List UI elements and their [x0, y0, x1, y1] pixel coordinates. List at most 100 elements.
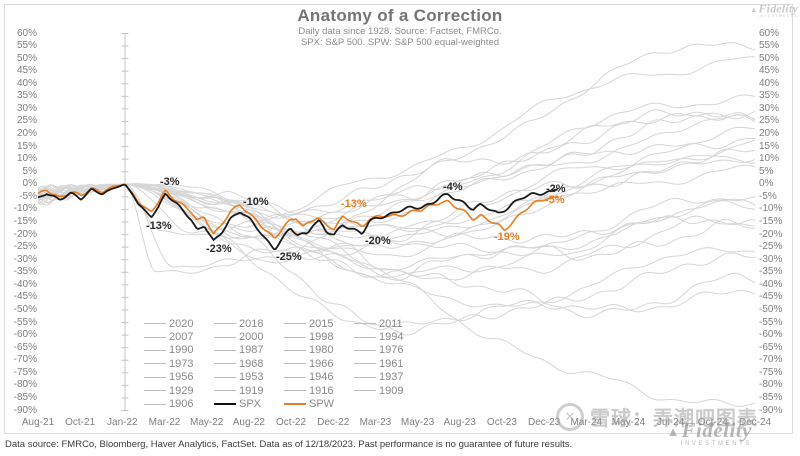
series-1919-line	[37, 183, 756, 271]
legend-item-2020: 2020	[144, 318, 214, 330]
x-tick-label: Oct-24	[697, 417, 728, 428]
series-2020-line	[37, 42, 756, 268]
drawdown-annotation: -4%	[443, 181, 463, 193]
legend-item-1916: 1916	[284, 385, 354, 397]
legend-swatch-spw	[284, 403, 306, 406]
y-tick-label: 55%	[759, 40, 780, 52]
legend-label: 2011	[379, 317, 403, 330]
y-tick-label: 10%	[759, 153, 780, 165]
series-1998-line	[37, 56, 756, 236]
legend-label: 1946	[309, 371, 334, 384]
y-tick-label: -85%	[13, 391, 37, 403]
y-tick-label: -45%	[13, 291, 37, 303]
y-tick-label: 0%	[22, 178, 37, 190]
x-tick-label: Dec-23	[527, 417, 561, 428]
legend-item-1929: 1929	[144, 385, 214, 397]
x-tick-label: Mar-22	[148, 417, 181, 428]
legend-label: 1968	[239, 357, 264, 370]
y-tick-label: 40%	[759, 77, 780, 89]
legend-swatch-hist	[284, 323, 306, 325]
chart-title: Anatomy of a Correction	[297, 6, 503, 25]
legend-label: 1998	[309, 331, 334, 344]
x-tick-label: Mar-24	[570, 417, 603, 428]
series-1909-line	[37, 183, 756, 257]
drawdown-annotation: -13%	[341, 198, 367, 210]
legend-label: SPW	[309, 398, 335, 411]
y-tick-label: 10%	[16, 153, 37, 165]
series-2000-line	[37, 183, 756, 319]
y-tick-label: 20%	[759, 128, 780, 140]
series-1937-line	[37, 183, 756, 330]
y-tick-label: -40%	[13, 278, 37, 290]
series-1916-line	[37, 183, 756, 281]
x-tick-label: Oct-21	[65, 417, 96, 428]
legend-swatch-hist	[144, 336, 166, 338]
legend-swatch-hist	[214, 376, 236, 378]
series-1994-line	[37, 109, 756, 214]
legend-item-1990: 1990	[144, 344, 214, 356]
series-1990-line	[37, 114, 756, 237]
y-tick-label: 30%	[759, 102, 780, 114]
y-tick-label: -5%	[759, 190, 777, 202]
y-tick-label: -70%	[759, 354, 783, 366]
y-tick-label: -75%	[13, 366, 37, 378]
drawdown-annotation: -2%	[546, 183, 566, 195]
legend-swatch-hist	[284, 349, 306, 351]
y-tick-label: 35%	[759, 90, 780, 102]
legend-label: 1937	[379, 371, 404, 384]
legend-swatch-hist	[144, 363, 166, 365]
y-tick-label: -80%	[759, 379, 783, 391]
spx-line	[37, 183, 558, 251]
legend-label: 1953	[239, 371, 264, 384]
legend-item-1937: 1937	[354, 371, 424, 383]
legend-swatch-hist	[144, 403, 166, 405]
legend-label: 2018	[239, 317, 264, 330]
legend-item-2011: 2011	[354, 318, 424, 330]
drawdown-annotation: -10%	[243, 196, 269, 208]
y-tick-label: -45%	[759, 291, 783, 303]
y-tick-label: -15%	[759, 216, 783, 227]
y-tick-label: 5%	[22, 165, 37, 177]
y-tick-label: -90%	[759, 404, 783, 416]
legend-label: 1987	[239, 344, 264, 357]
drawdown-annotation: -5%	[545, 194, 565, 206]
y-tick-label: -20%	[759, 228, 783, 240]
drawdown-annotation: -13%	[146, 220, 172, 232]
y-tick-label: 50%	[759, 52, 780, 64]
legend-item-1994: 1994	[354, 331, 424, 343]
y-tick-label: 60%	[759, 27, 780, 39]
legend-swatch-spx	[214, 403, 236, 406]
x-tick-label: Aug-22	[232, 417, 265, 428]
footer-disclaimer: Data source: FMRCo, Bloomberg, Haver Ana…	[5, 439, 573, 450]
legend-item-spw: SPW	[284, 398, 354, 410]
legend-label: 1956	[169, 371, 194, 384]
chart-subtitle-line2: SPX: S&P 500. SPW: S&P 500 equal-weighte…	[300, 37, 500, 48]
y-tick-label: 25%	[759, 115, 780, 127]
x-tick-label: May-24	[611, 417, 646, 428]
x-tick-label: May-22	[190, 417, 224, 428]
y-tick-label: 30%	[16, 102, 37, 114]
y-tick-label: -60%	[759, 329, 783, 341]
x-tick-label: Dec-24	[738, 417, 772, 428]
y-tick-label: -15%	[13, 216, 37, 227]
legend-label: 1990	[169, 344, 194, 357]
y-tick-label: 35%	[16, 90, 37, 102]
y-tick-label: -25%	[13, 241, 37, 253]
x-tick-label: Jan-22	[107, 417, 138, 428]
y-tick-label: 15%	[759, 140, 780, 152]
y-tick-label: -50%	[759, 303, 783, 315]
legend-swatch-hist	[354, 390, 376, 392]
legend-item-1919: 1919	[214, 385, 284, 397]
y-tick-label: -70%	[13, 354, 37, 366]
legend: 2020 2018 2015 2011 2007 2000 1998 1994 1990 1987…	[144, 317, 424, 411]
legend-swatch-hist	[144, 390, 166, 392]
legend-label: 1929	[169, 384, 194, 397]
legend-swatch-hist	[214, 336, 236, 338]
y-tick-label: 20%	[16, 128, 37, 140]
legend-swatch-hist	[284, 363, 306, 365]
legend-item-2018: 2018	[214, 318, 284, 330]
y-tick-label: 55%	[16, 40, 37, 52]
y-tick-label: -75%	[759, 366, 783, 378]
x-tick-label: Oct-23	[486, 417, 517, 428]
